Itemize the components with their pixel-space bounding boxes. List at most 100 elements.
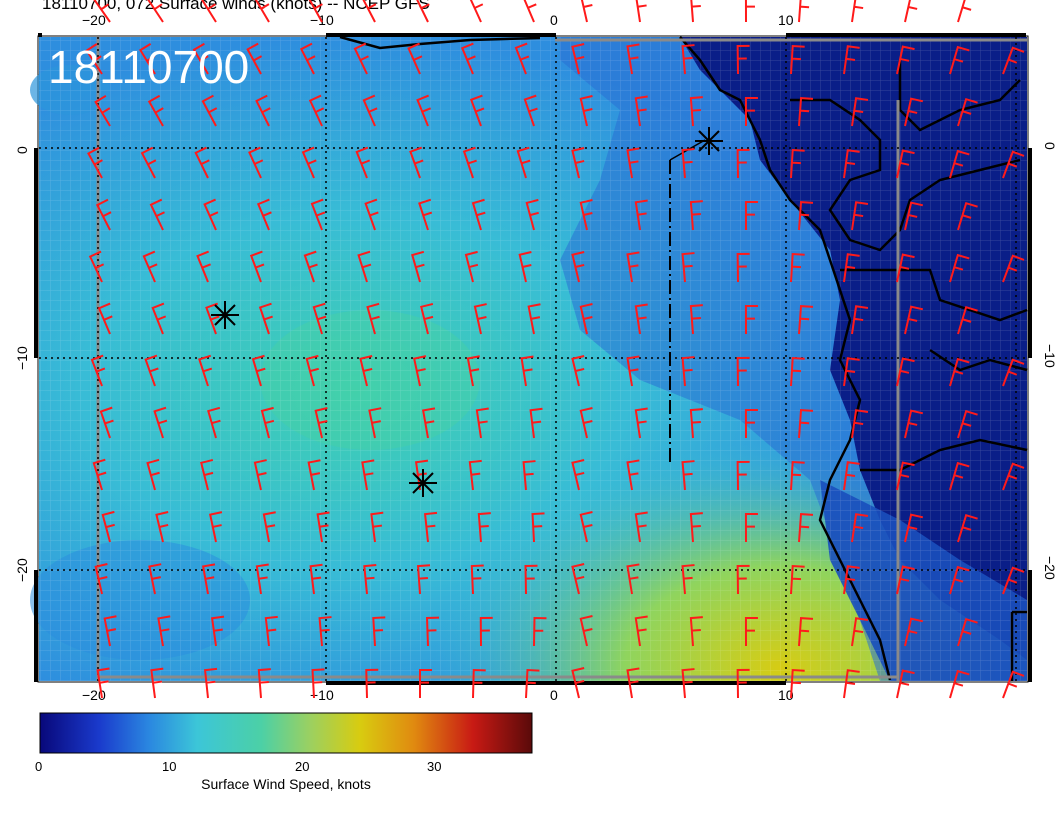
wind-barb <box>571 667 585 699</box>
colorbar-title: Surface Wind Speed, knots <box>201 776 371 792</box>
wind-barb <box>92 458 107 491</box>
wind-barb <box>372 616 386 647</box>
wind-barb <box>303 250 318 283</box>
wind-barb <box>689 616 703 647</box>
wind-barb <box>192 42 209 75</box>
wind-barb <box>464 250 479 283</box>
wind-barb <box>149 198 165 231</box>
wind-barb <box>194 146 210 179</box>
wind-barb <box>798 513 814 543</box>
wind-barb <box>689 408 703 439</box>
wind-barb <box>523 94 538 127</box>
wind-barb <box>1002 254 1025 283</box>
wind-barb <box>571 147 585 179</box>
wind-barb <box>201 94 218 127</box>
wind-barb <box>579 511 593 543</box>
wind-barb <box>520 355 534 387</box>
wind-barb <box>949 461 970 491</box>
wind-barb <box>370 511 384 543</box>
wind-barb <box>307 459 321 491</box>
wind-barb <box>904 513 924 543</box>
wind-barb <box>469 94 485 127</box>
left-tick-label: −20 <box>14 558 30 582</box>
wind-barb <box>150 667 164 699</box>
wind-barb <box>299 42 316 75</box>
wind-barb <box>208 511 223 543</box>
wind-barbs <box>85 0 1025 699</box>
wind-barb <box>1002 462 1025 491</box>
wind-barb <box>366 302 380 335</box>
wind-barb <box>357 250 372 283</box>
wind-speed-field <box>30 37 1027 681</box>
wind-barb <box>470 564 484 595</box>
wind-barb <box>744 512 758 543</box>
wind-barb <box>527 303 541 335</box>
wind-barb <box>851 617 869 647</box>
wind-barb <box>468 459 482 491</box>
left-tick-label: 0 <box>14 146 30 154</box>
wind-barb <box>736 668 750 699</box>
colorbar-tick-label: 0 <box>35 759 43 774</box>
wind-barb <box>634 407 648 439</box>
wind-barb <box>155 510 169 543</box>
wind-barb <box>264 615 278 647</box>
wind-barb <box>736 356 750 387</box>
wind-barb <box>571 251 585 283</box>
wind-barb <box>681 44 695 75</box>
wind-barb <box>525 198 539 231</box>
wind-barb <box>634 511 648 543</box>
wind-barb <box>85 43 103 75</box>
page-title: 18110700, 072 Surface winds (knots) -- N… <box>42 0 430 13</box>
wind-barb <box>101 510 115 543</box>
wind-barb <box>681 148 695 179</box>
bottom-tick-label: −10 <box>310 687 334 703</box>
wind-barb <box>736 44 750 75</box>
wind-barb <box>146 458 160 491</box>
wind-barb <box>790 668 805 699</box>
wind-barb <box>957 97 978 127</box>
wind-barb <box>904 97 924 127</box>
wind-barb <box>479 616 493 647</box>
wind-barb <box>949 357 970 387</box>
wind-barb <box>257 668 271 699</box>
wind-barb <box>634 199 648 231</box>
wind-barb <box>94 94 111 127</box>
wind-barb <box>97 302 113 335</box>
wind-barb <box>843 565 860 595</box>
wind-barb <box>896 565 915 595</box>
date-stamp: 18110700 <box>48 41 250 93</box>
wind-barb <box>896 45 915 75</box>
wind-barb <box>407 42 423 75</box>
wind-barb <box>318 616 332 647</box>
wind-barb <box>142 250 158 283</box>
wind-barb <box>248 146 264 179</box>
wind-barb <box>308 0 323 23</box>
wind-barb <box>790 252 805 283</box>
wind-barb <box>626 459 640 491</box>
wind-barb <box>365 668 379 699</box>
wind-barb <box>255 563 269 595</box>
wind-barb <box>798 409 814 439</box>
colorbar-tick-label: 10 <box>162 759 177 774</box>
wind-barb <box>957 617 978 647</box>
wind-barb <box>843 357 860 387</box>
left-tick-label: −10 <box>14 346 30 370</box>
wind-barb <box>579 95 593 127</box>
wind-barb <box>419 669 432 698</box>
wind-barb <box>253 459 267 491</box>
wind-barb <box>514 42 530 75</box>
wind-barb <box>689 200 703 231</box>
colorbar-tick-label: 30 <box>427 759 442 774</box>
wind-barb <box>904 305 924 335</box>
wind-barb <box>103 615 117 647</box>
wind-barb <box>957 409 978 439</box>
wind-barb <box>843 253 860 283</box>
wind-barb <box>949 45 970 75</box>
wind-barb <box>626 563 640 595</box>
wind-barb <box>626 355 640 387</box>
wind-barb <box>571 43 585 75</box>
wind-barb <box>416 564 431 595</box>
wind-barb <box>843 45 860 75</box>
wind-barb <box>460 42 476 75</box>
wind-barb <box>790 148 805 179</box>
